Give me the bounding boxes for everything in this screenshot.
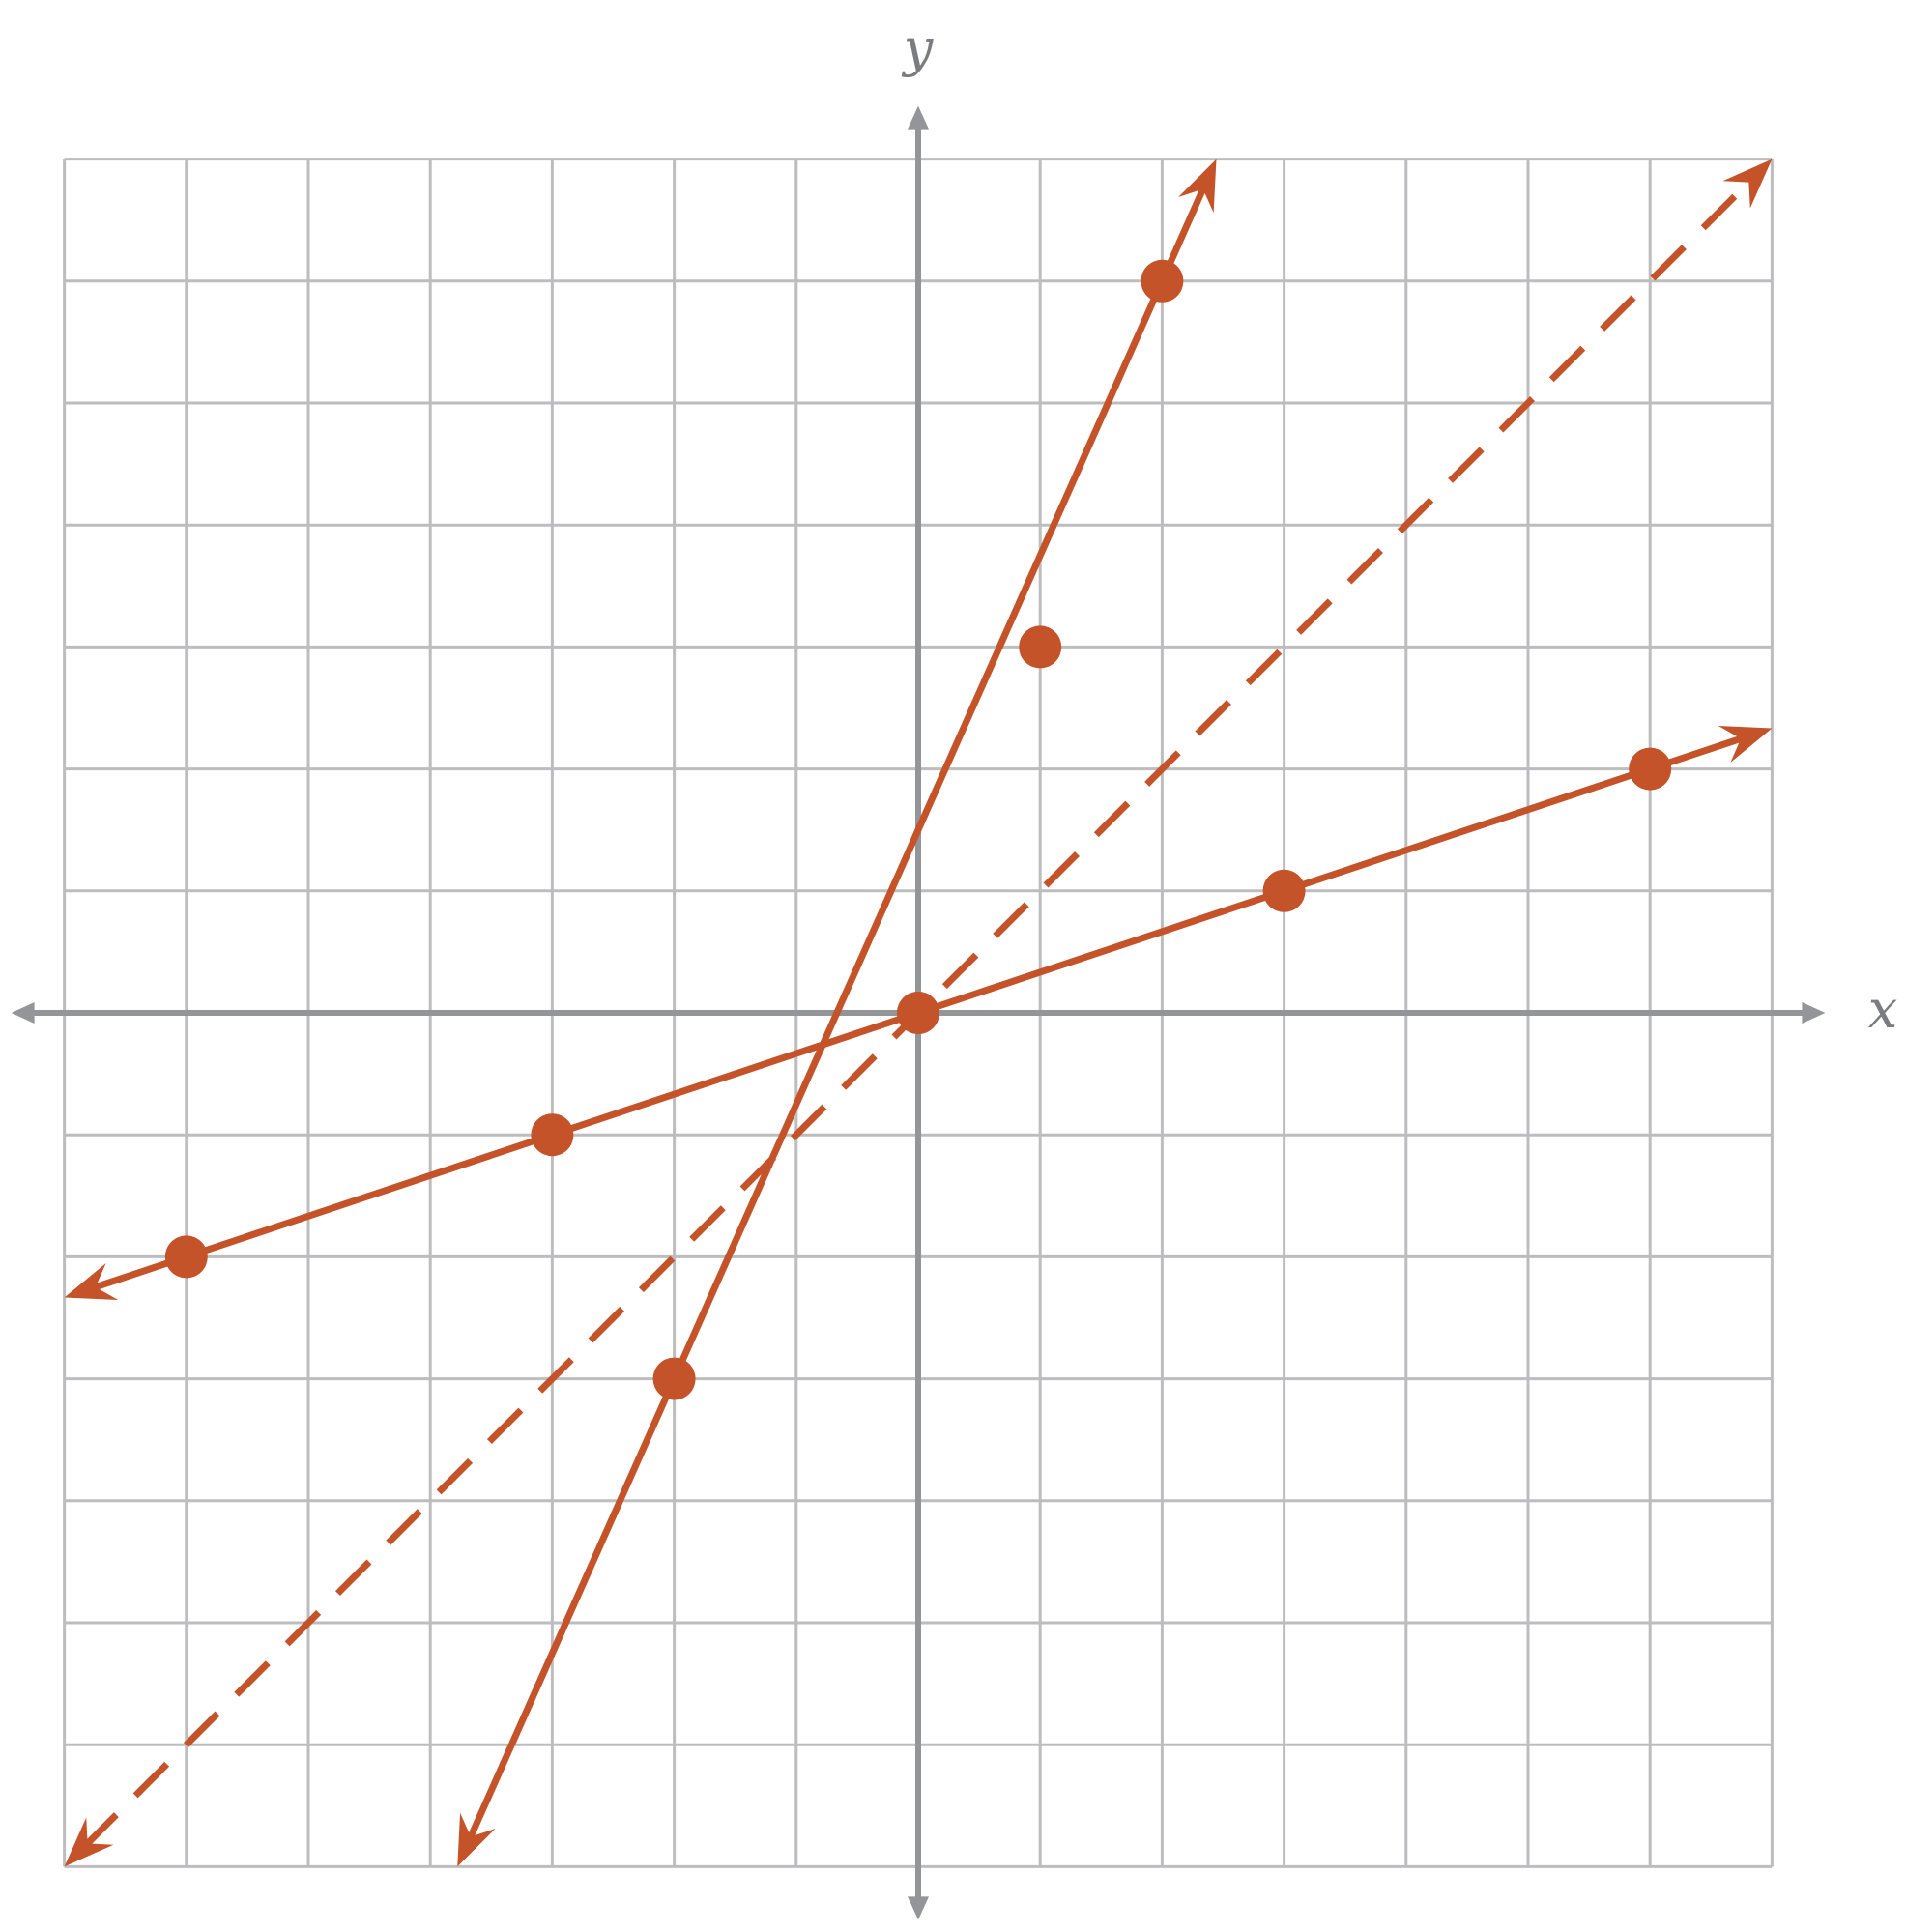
x-axis-arrow-left (11, 1002, 35, 1024)
solid-line (466, 184, 1208, 1842)
line-arrowhead (1722, 159, 1773, 209)
data-points (164, 259, 1672, 1400)
data-point (531, 1113, 574, 1157)
y-axis-arrow-down (908, 1896, 929, 1920)
line-arrowhead (1178, 159, 1217, 214)
data-point (1019, 625, 1062, 669)
data-point (164, 1235, 208, 1279)
y-axis-arrow-up (908, 105, 929, 130)
line-arrowhead (64, 1817, 114, 1867)
x-axis-label: x (1868, 979, 1897, 1040)
x-axis-arrow-right (1802, 1002, 1826, 1024)
data-point (1629, 747, 1672, 791)
line-arrowhead (457, 1812, 496, 1867)
data-point (1141, 259, 1184, 303)
series-1 (457, 159, 1217, 1867)
data-point (652, 1357, 696, 1400)
data-point (897, 992, 939, 1034)
line-arrowhead (64, 1263, 119, 1300)
data-point (1262, 869, 1306, 912)
y-axis-label: y (902, 17, 935, 78)
line-arrowhead (1718, 726, 1773, 763)
